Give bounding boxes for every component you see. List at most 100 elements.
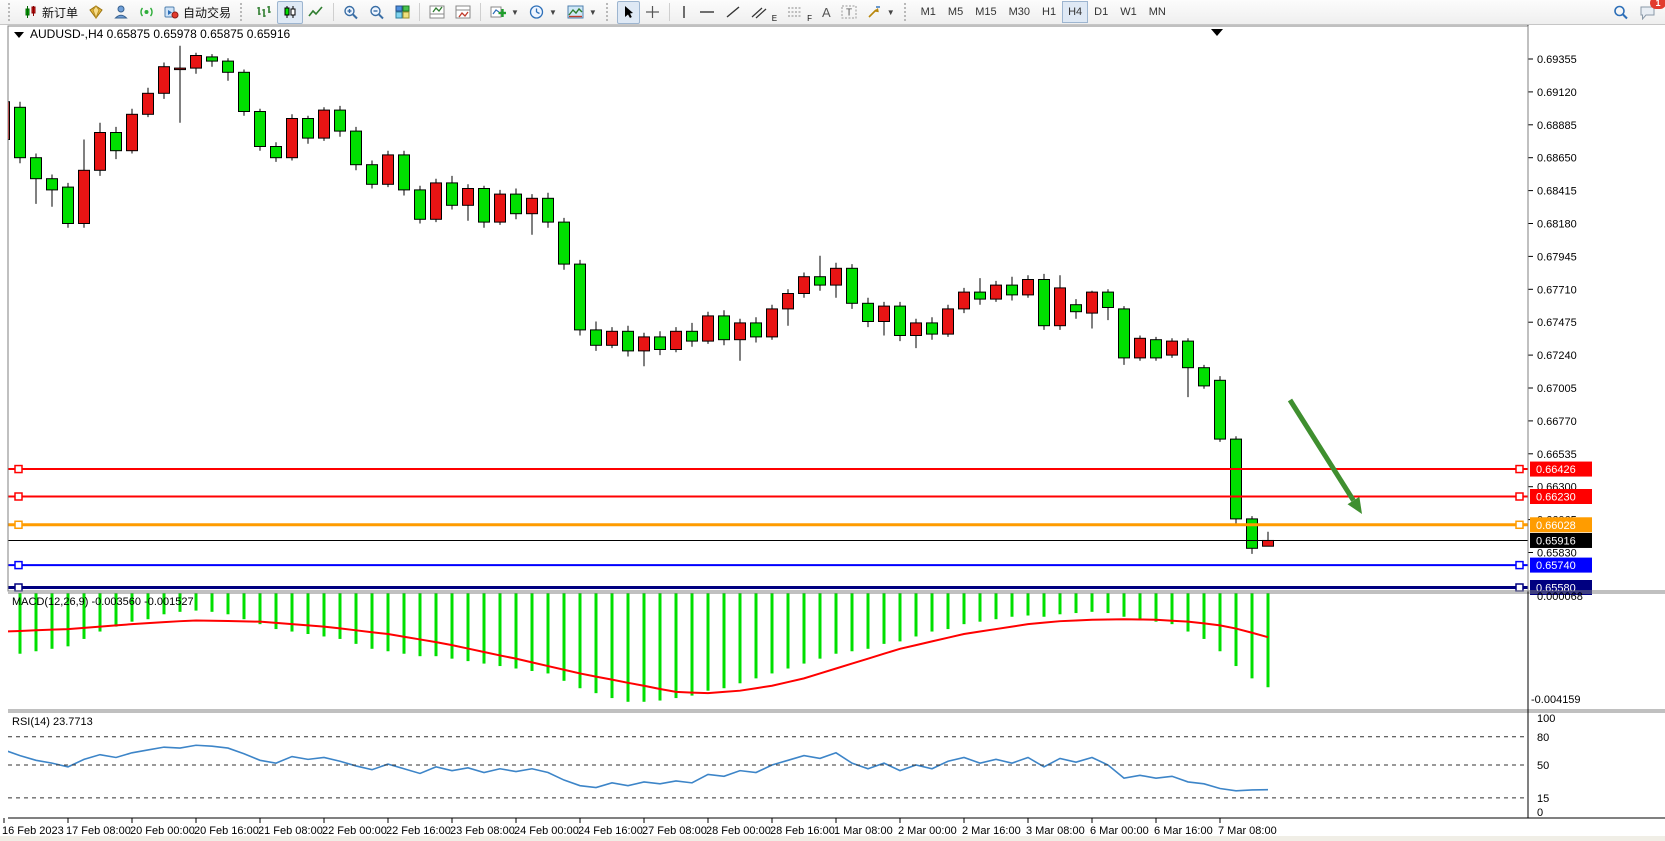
- fibo-sub-label: F: [807, 13, 813, 23]
- hline-handle[interactable]: [14, 464, 23, 474]
- rsi-scale-label: 50: [1537, 760, 1549, 772]
- hline-handle[interactable]: [14, 560, 23, 570]
- horizontal-line-tool-button[interactable]: [694, 1, 720, 24]
- candle-bullish: [526, 197, 538, 215]
- arrows-tool-button[interactable]: ▼: [862, 1, 900, 24]
- timeframe-m1-button[interactable]: M1: [920, 6, 936, 18]
- symbol-dropdown-icon[interactable]: [14, 32, 24, 38]
- trend-arrow-line[interactable]: [1287, 398, 1356, 502]
- timeframe-d1-button[interactable]: D1: [1094, 6, 1109, 18]
- text-tool-button[interactable]: A: [817, 1, 836, 24]
- macd-histogram-bar: [354, 593, 358, 644]
- zoom-in-button[interactable]: [338, 1, 364, 24]
- macd-histogram-bar: [1042, 593, 1046, 617]
- arrange-window-up-button[interactable]: [424, 1, 450, 24]
- toolbar-grip[interactable]: [605, 3, 613, 21]
- macd-histogram-bar: [274, 593, 278, 630]
- new-order-button[interactable]: 新订单: [19, 1, 83, 24]
- timeframe-h1-button[interactable]: H1: [1042, 6, 1057, 18]
- text-tool-icon: A: [822, 4, 831, 20]
- equidistant-channel-tool-button[interactable]: E: [746, 1, 782, 24]
- hline-handle[interactable]: [1515, 520, 1524, 530]
- candle-bullish: [1262, 539, 1274, 547]
- candle-bearish: [206, 56, 218, 62]
- timeframe-m5-button[interactable]: M5: [947, 6, 964, 18]
- hline-handle[interactable]: [1515, 583, 1524, 592]
- candle-bullish: [702, 315, 714, 342]
- price-tag: [1530, 489, 1592, 504]
- history-center-button[interactable]: [83, 1, 109, 24]
- hline-handle[interactable]: [14, 492, 23, 501]
- time-axis-label: 6 Mar 16:00: [1154, 825, 1213, 837]
- macd-histogram-bar: [258, 593, 262, 625]
- candle-bearish: [862, 302, 874, 322]
- time-axis-label: 2 Mar 00:00: [898, 825, 957, 837]
- toolbar-grip[interactable]: [240, 3, 247, 21]
- hline-handle[interactable]: [1515, 560, 1524, 570]
- tile-windows-button[interactable]: [390, 1, 415, 24]
- candle-bearish: [350, 130, 362, 166]
- candle-bullish: [766, 308, 778, 338]
- candle-bearish: [1182, 340, 1194, 369]
- vertical-line-tool-button[interactable]: [674, 1, 694, 24]
- chart-background: [8, 26, 1528, 818]
- time-axis-label: 28 Feb 16:00: [770, 825, 835, 837]
- add-indicator-button[interactable]: ▼: [485, 1, 524, 24]
- chart-area[interactable]: 0.69355 0.69120 0.68885 0.68650 0.68415 0.681…: [0, 25, 1665, 841]
- time-axis-label: 16 Feb 2023: [2, 825, 64, 837]
- candle-bearish: [1198, 367, 1210, 387]
- macd-histogram-bar: [690, 593, 694, 696]
- candle-bearish: [238, 71, 250, 112]
- candle-bearish: [334, 109, 346, 132]
- timeframe-mn-button[interactable]: MN: [1148, 6, 1166, 18]
- trend-arrow-head[interactable]: [1347, 496, 1362, 514]
- timeframe-m30-button[interactable]: M30: [1008, 6, 1030, 18]
- hline-handle[interactable]: [14, 583, 23, 592]
- crosshair-tool-button[interactable]: [640, 1, 665, 24]
- macd-histogram-bar: [994, 593, 998, 620]
- hline-handle[interactable]: [14, 520, 23, 530]
- price-tag: [1530, 517, 1592, 533]
- text-label-tool-button[interactable]: T: [836, 1, 862, 24]
- candle-bearish: [222, 60, 234, 73]
- bar-chart-mode-button[interactable]: [251, 1, 277, 24]
- price-tag: [1530, 532, 1592, 548]
- timeframe-h4-button[interactable]: H4: [1062, 1, 1089, 23]
- chart-shift-marker[interactable]: [1211, 29, 1223, 36]
- trade-accounts-button[interactable]: [109, 1, 134, 24]
- macd-histogram-bar: [1266, 593, 1270, 688]
- period-button[interactable]: ▼: [524, 1, 562, 24]
- channel-sub-label: E: [771, 13, 778, 23]
- timeframe-m15-button[interactable]: M15: [975, 6, 997, 18]
- search-button[interactable]: [1608, 1, 1634, 24]
- template-button[interactable]: ▼: [562, 1, 602, 24]
- zoom-out-button[interactable]: [364, 1, 390, 24]
- rsi-scale-label: 80: [1537, 732, 1549, 744]
- macd-histogram-bar: [930, 593, 934, 632]
- macd-histogram-bar: [338, 593, 342, 639]
- line-chart-mode-button[interactable]: [303, 1, 329, 24]
- candle-bullish: [638, 336, 650, 352]
- toolbar-grip[interactable]: [903, 3, 911, 21]
- arrange-window-down-button[interactable]: [450, 1, 476, 24]
- toolbar-grip[interactable]: [8, 3, 15, 21]
- candle-bearish: [1150, 339, 1162, 359]
- window-bottom-strip: [0, 836, 1665, 841]
- hline-handle[interactable]: [1515, 492, 1524, 501]
- chat-button[interactable]: 1: [1634, 0, 1665, 24]
- hline-handle[interactable]: [1515, 464, 1524, 474]
- trendline-tool-button[interactable]: [720, 1, 746, 24]
- market-watch-button[interactable]: [134, 1, 159, 24]
- channel-icon: [751, 7, 767, 19]
- timeframe-w1-button[interactable]: W1: [1120, 6, 1137, 18]
- price-axis-label: 0.66535: [1537, 449, 1577, 461]
- auto-trading-button[interactable]: 自动交易: [159, 1, 236, 24]
- candle-bullish: [142, 92, 154, 115]
- tile-windows-icon: [395, 5, 410, 19]
- candle-bearish: [1118, 308, 1130, 359]
- cursor-tool-button[interactable]: [616, 0, 640, 24]
- candlestick-mode-button[interactable]: [277, 0, 304, 24]
- fibonacci-icon: [788, 7, 803, 17]
- price-axis-label: 0.68885: [1537, 120, 1577, 132]
- fibonacci-tool-button[interactable]: F: [782, 1, 817, 24]
